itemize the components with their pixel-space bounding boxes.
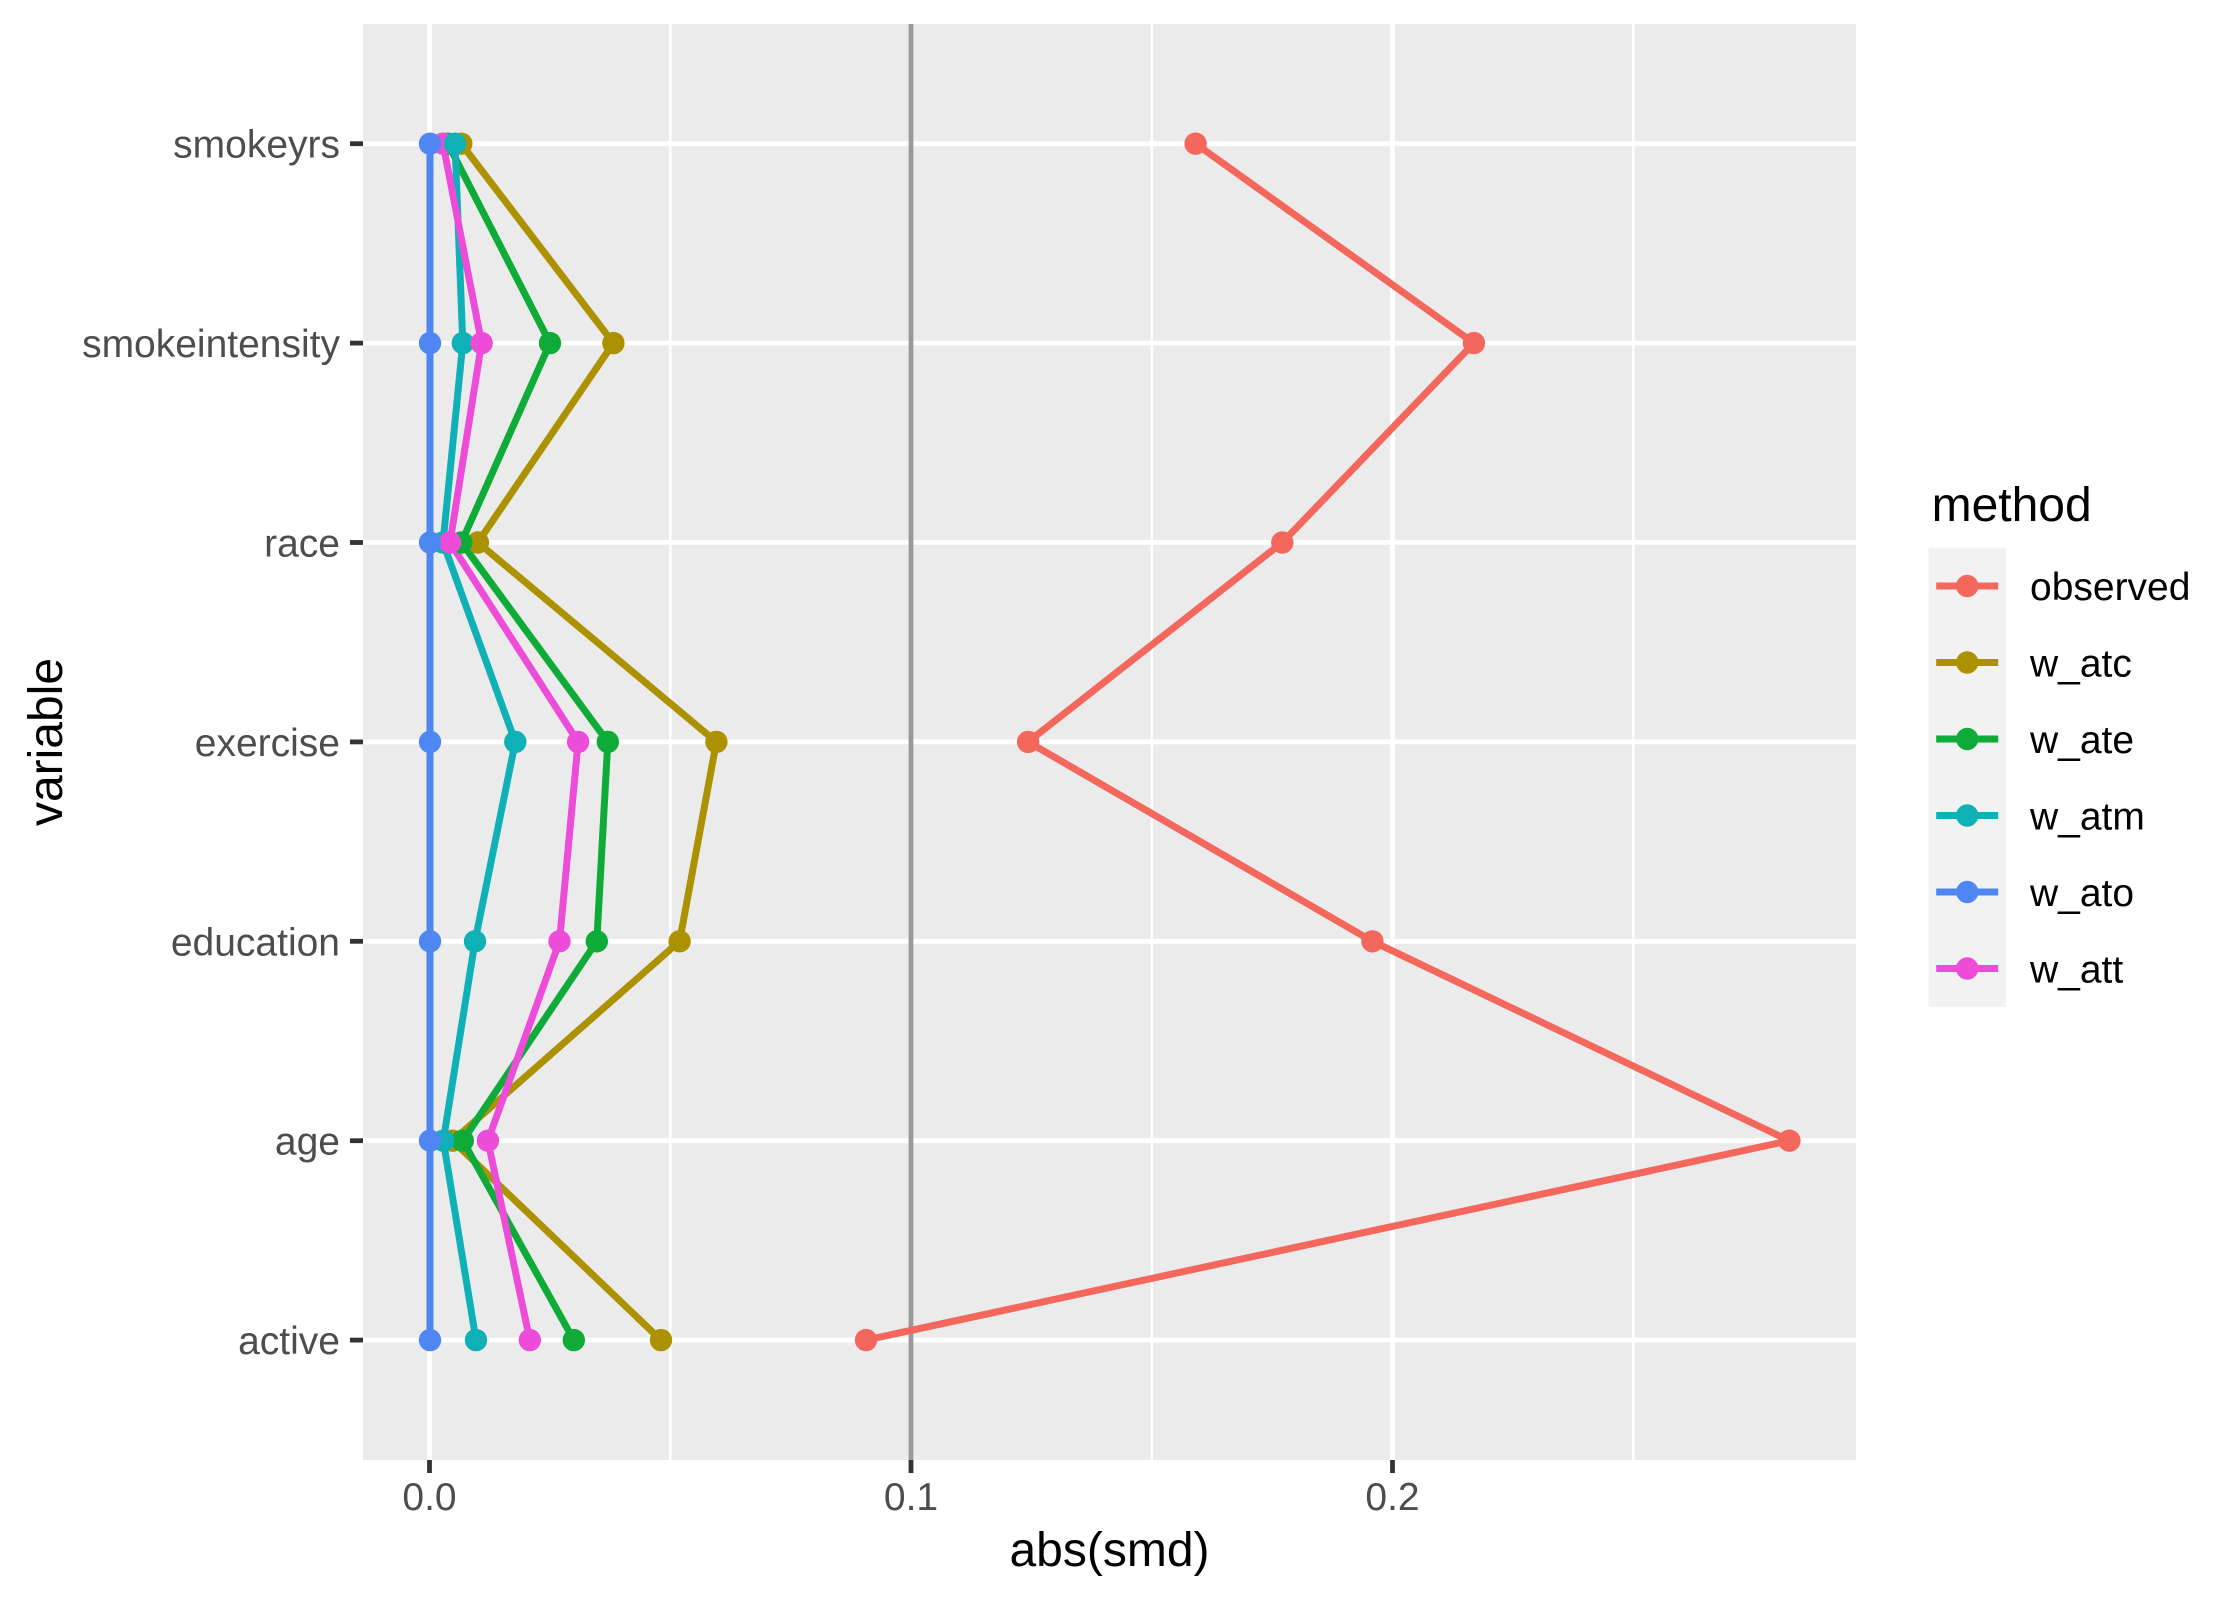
svg-text:0.2: 0.2 — [1365, 1476, 1419, 1519]
svg-text:w_atc: w_atc — [2029, 643, 2132, 686]
svg-text:w_atm: w_atm — [2029, 796, 2145, 839]
svg-text:active: active — [238, 1320, 340, 1363]
svg-text:smokeyrs: smokeyrs — [173, 124, 340, 167]
svg-text:education: education — [171, 921, 340, 964]
svg-text:smokeintensity: smokeintensity — [82, 323, 340, 366]
svg-text:observed: observed — [2030, 566, 2190, 609]
svg-text:exercise: exercise — [195, 722, 340, 765]
svg-text:w_att: w_att — [2029, 949, 2123, 992]
svg-text:w_ato: w_ato — [2029, 872, 2134, 915]
svg-text:race: race — [264, 523, 340, 566]
svg-text:abs(smd): abs(smd) — [1009, 1524, 1209, 1577]
svg-text:w_ate: w_ate — [2029, 719, 2134, 762]
svg-text:method: method — [1932, 479, 2092, 532]
svg-text:0.1: 0.1 — [884, 1476, 938, 1519]
svg-text:variable: variable — [20, 658, 73, 826]
svg-text:0.0: 0.0 — [402, 1476, 456, 1519]
svg-text:age: age — [275, 1121, 340, 1164]
